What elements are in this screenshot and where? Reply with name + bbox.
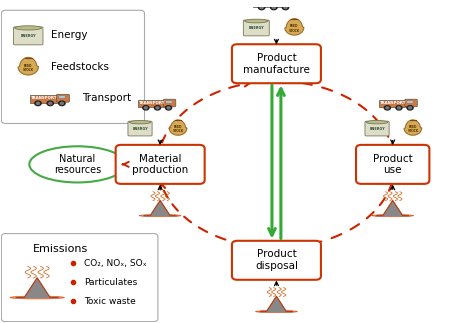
Text: FEED
STOCK: FEED STOCK (289, 24, 300, 33)
FancyBboxPatch shape (356, 145, 429, 184)
Circle shape (156, 107, 159, 109)
FancyBboxPatch shape (280, 0, 293, 6)
Text: Emissions: Emissions (33, 244, 88, 254)
Ellipse shape (15, 26, 42, 30)
Ellipse shape (366, 120, 388, 124)
Polygon shape (169, 120, 187, 135)
Text: Natural
resources: Natural resources (54, 153, 101, 175)
Circle shape (384, 106, 391, 110)
FancyBboxPatch shape (166, 100, 172, 103)
Text: ENERGY: ENERGY (369, 127, 385, 130)
Circle shape (166, 106, 171, 110)
FancyBboxPatch shape (1, 10, 144, 123)
Text: Product
disposal: Product disposal (255, 249, 298, 271)
Text: Product
manufacture: Product manufacture (243, 53, 310, 75)
FancyBboxPatch shape (56, 94, 69, 102)
Circle shape (143, 106, 149, 110)
FancyBboxPatch shape (282, 0, 289, 2)
Text: TRANSPORT: TRANSPORT (255, 0, 281, 5)
Circle shape (154, 106, 161, 110)
FancyBboxPatch shape (253, 0, 282, 7)
Text: Material
production: Material production (132, 153, 188, 175)
Circle shape (258, 5, 265, 10)
FancyBboxPatch shape (365, 121, 389, 136)
FancyBboxPatch shape (128, 121, 152, 136)
Circle shape (386, 107, 389, 109)
Ellipse shape (129, 120, 151, 124)
Text: TRANSPORT: TRANSPORT (139, 101, 165, 105)
Circle shape (47, 101, 54, 106)
FancyBboxPatch shape (232, 241, 321, 280)
Text: Feedstocks: Feedstocks (50, 62, 108, 72)
Circle shape (49, 102, 52, 104)
FancyBboxPatch shape (379, 100, 407, 107)
FancyBboxPatch shape (1, 234, 158, 322)
FancyBboxPatch shape (163, 99, 176, 107)
Circle shape (35, 101, 41, 106)
FancyBboxPatch shape (116, 145, 205, 184)
Circle shape (60, 102, 63, 104)
Polygon shape (285, 19, 304, 35)
Polygon shape (18, 57, 38, 75)
Ellipse shape (245, 19, 268, 23)
Text: CO₂, NOₓ, SOₓ: CO₂, NOₓ, SOₓ (84, 259, 147, 268)
FancyBboxPatch shape (405, 99, 417, 107)
Ellipse shape (372, 214, 414, 217)
Circle shape (144, 107, 147, 109)
Text: FEED
STOCK: FEED STOCK (22, 64, 34, 72)
FancyBboxPatch shape (14, 27, 43, 45)
FancyBboxPatch shape (232, 44, 321, 83)
FancyBboxPatch shape (138, 100, 166, 107)
Polygon shape (404, 120, 422, 135)
Circle shape (260, 6, 263, 8)
Circle shape (58, 101, 65, 106)
Circle shape (284, 6, 287, 8)
Circle shape (282, 5, 289, 10)
FancyBboxPatch shape (243, 20, 269, 36)
Text: Product
use: Product use (373, 153, 413, 175)
Text: TRANSPORT: TRANSPORT (31, 96, 58, 100)
Circle shape (407, 106, 413, 110)
Ellipse shape (256, 310, 297, 313)
Ellipse shape (10, 296, 64, 299)
Text: ENERGY: ENERGY (132, 127, 148, 130)
Polygon shape (261, 297, 292, 312)
Text: ENERGY: ENERGY (20, 34, 36, 38)
Circle shape (272, 6, 275, 8)
Ellipse shape (139, 214, 181, 217)
Text: Particulates: Particulates (84, 278, 137, 287)
Text: ENERGY: ENERGY (248, 26, 264, 30)
FancyBboxPatch shape (58, 96, 65, 98)
Polygon shape (16, 278, 58, 297)
Polygon shape (377, 201, 409, 216)
Text: Toxic waste: Toxic waste (84, 297, 136, 306)
Circle shape (396, 106, 402, 110)
Text: FEED
STOCK: FEED STOCK (407, 125, 418, 133)
Circle shape (270, 5, 277, 10)
FancyBboxPatch shape (30, 95, 58, 102)
Text: Transport: Transport (82, 93, 131, 103)
Circle shape (397, 107, 400, 109)
Circle shape (409, 107, 411, 109)
FancyBboxPatch shape (407, 100, 413, 103)
Text: TRANSPORT: TRANSPORT (380, 101, 406, 105)
Ellipse shape (29, 146, 126, 182)
Circle shape (36, 102, 40, 104)
Text: FEED
STOCK: FEED STOCK (172, 125, 184, 133)
Polygon shape (144, 201, 176, 216)
Text: Energy: Energy (50, 30, 87, 40)
Circle shape (167, 107, 170, 109)
